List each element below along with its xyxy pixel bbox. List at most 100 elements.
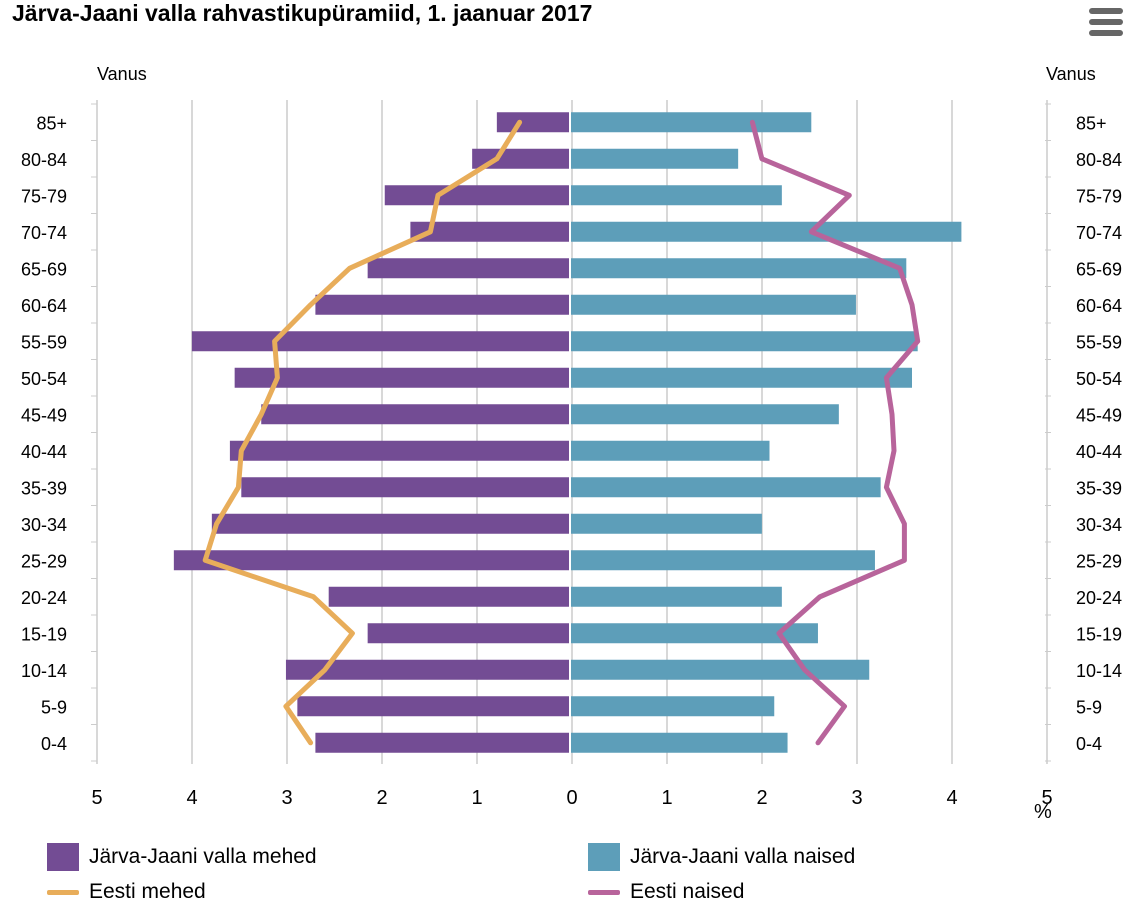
bar-mehed[interactable] xyxy=(367,258,570,279)
y-category-label-right: 45-49 xyxy=(1076,405,1122,425)
left-axis-title: Vanus xyxy=(97,64,147,84)
y-category-label-right: 5-9 xyxy=(1076,697,1102,717)
x-tick-label: 5 xyxy=(1041,787,1052,809)
line-eesti-naised[interactable] xyxy=(749,119,921,746)
bar-naised[interactable] xyxy=(570,331,918,352)
y-category-label-right: 85+ xyxy=(1076,113,1107,133)
bar-mehed[interactable] xyxy=(472,148,570,169)
legend-swatch-mehed xyxy=(47,843,79,871)
bar-mehed[interactable] xyxy=(191,331,570,352)
legend-label-eesti-mehed: Eesti mehed xyxy=(89,880,206,903)
y-category-label-left: 35-39 xyxy=(21,478,67,498)
menu-bar xyxy=(1089,30,1123,36)
bar-naised[interactable] xyxy=(570,112,812,133)
legend-label-eesti-naised: Eesti naised xyxy=(630,880,745,903)
x-tick-label: 4 xyxy=(186,787,197,809)
y-category-label-right: 70-74 xyxy=(1076,223,1122,243)
bar-mehed[interactable] xyxy=(367,623,570,644)
bar-mehed[interactable] xyxy=(285,659,570,680)
x-tick-label: 3 xyxy=(851,787,862,809)
y-category-label-left: 40-44 xyxy=(21,442,67,462)
y-category-label-right: 55-59 xyxy=(1076,332,1122,352)
bar-naised[interactable] xyxy=(570,185,782,206)
bar-mehed[interactable] xyxy=(410,221,570,242)
x-tick-label: 1 xyxy=(661,787,672,809)
y-category-label-right: 30-34 xyxy=(1076,515,1122,535)
legend-swatch-naised xyxy=(588,843,620,871)
bar-mehed[interactable] xyxy=(211,513,570,534)
bar-naised[interactable] xyxy=(570,477,881,498)
menu-bar xyxy=(1089,8,1123,14)
y-category-label-left: 0-4 xyxy=(41,734,67,754)
bar-naised[interactable] xyxy=(570,550,875,571)
x-tick-label: 5 xyxy=(91,787,102,809)
y-category-label-right: 25-29 xyxy=(1076,551,1122,571)
legend-item-eesti-naised[interactable]: Eesti naised xyxy=(588,880,744,904)
bar-mehed[interactable] xyxy=(315,732,570,753)
y-category-label-left: 20-24 xyxy=(21,588,67,608)
bar-mehed[interactable] xyxy=(173,550,570,571)
bar-mehed[interactable] xyxy=(234,367,570,388)
legend-label-mehed: Järva-Jaani valla mehed xyxy=(89,845,317,868)
menu-bar xyxy=(1089,19,1123,25)
bar-mehed[interactable] xyxy=(229,440,570,461)
bar-mehed[interactable] xyxy=(496,112,570,133)
bar-mehed[interactable] xyxy=(328,586,570,607)
bar-naised[interactable] xyxy=(570,696,775,717)
bar-naised[interactable] xyxy=(570,732,788,753)
x-tick-label: 2 xyxy=(756,787,767,809)
bar-naised[interactable] xyxy=(570,221,962,242)
x-tick-label: 4 xyxy=(946,787,957,809)
y-category-label-right: 40-44 xyxy=(1076,442,1122,462)
bar-naised[interactable] xyxy=(570,586,782,607)
y-category-label-left: 45-49 xyxy=(21,405,67,425)
axis-layer: Vanus Vanus % xyxy=(97,64,1096,823)
hamburger-menu-icon[interactable] xyxy=(1089,8,1123,38)
y-category-label-left: 10-14 xyxy=(21,661,67,681)
bar-naised[interactable] xyxy=(570,513,762,534)
x-tick-label: 1 xyxy=(471,787,482,809)
legend-swatch-eesti-mehed xyxy=(47,889,79,895)
y-category-label-left: 15-19 xyxy=(21,624,67,644)
label-layer: 5 4 3 2 1 0 1 2 3 4 5 85+ 85+ 80-84 80-84 75-79 75-79 70-… xyxy=(21,113,1122,809)
y-category-label-left: 60-64 xyxy=(21,296,67,316)
bar-mehed[interactable] xyxy=(384,185,570,206)
line-layer xyxy=(202,119,921,746)
legend-item-eesti-mehed[interactable]: Eesti mehed xyxy=(47,880,206,904)
legend-item-naised[interactable]: Järva-Jaani valla naised xyxy=(588,843,855,871)
y-category-label-right: 0-4 xyxy=(1076,734,1102,754)
x-tick-label: 0 xyxy=(566,787,577,809)
y-category-label-right: 35-39 xyxy=(1076,478,1122,498)
bar-naised[interactable] xyxy=(570,659,870,680)
y-category-label-left: 55-59 xyxy=(21,332,67,352)
x-axis-unit: % xyxy=(1034,801,1052,823)
legend-item-mehed[interactable]: Järva-Jaani valla mehed xyxy=(47,843,317,871)
bar-mehed[interactable] xyxy=(241,477,571,498)
bar-mehed[interactable] xyxy=(315,294,570,315)
bar-naised[interactable] xyxy=(570,367,912,388)
y-category-label-left: 30-34 xyxy=(21,515,67,535)
legend-swatch-eesti-naised xyxy=(588,889,620,895)
legend-label-naised: Järva-Jaani valla naised xyxy=(630,845,856,868)
y-category-label-left: 80-84 xyxy=(21,150,67,170)
bar-naised[interactable] xyxy=(570,440,770,461)
bar-naised[interactable] xyxy=(570,258,907,279)
bar-mehed[interactable] xyxy=(261,404,570,425)
x-tick-label: 3 xyxy=(281,787,292,809)
y-category-label-left: 50-54 xyxy=(21,369,67,389)
y-category-label-left: 5-9 xyxy=(41,697,67,717)
y-category-label-right: 15-19 xyxy=(1076,624,1122,644)
bar-naised[interactable] xyxy=(570,148,739,169)
y-category-label-right: 50-54 xyxy=(1076,369,1122,389)
bar-naised[interactable] xyxy=(570,623,818,644)
bar-naised[interactable] xyxy=(570,294,856,315)
grid-layer xyxy=(91,100,1051,764)
chart-title: Järva-Jaani valla rahvastikupüramiid, 1.… xyxy=(12,0,593,26)
y-category-label-right: 80-84 xyxy=(1076,150,1122,170)
bar-naised[interactable] xyxy=(570,404,839,425)
bar-mehed[interactable] xyxy=(297,696,570,717)
line-eesti-mehed[interactable] xyxy=(202,119,523,746)
y-category-label-right: 65-69 xyxy=(1076,259,1122,279)
y-category-label-left: 65-69 xyxy=(21,259,67,279)
